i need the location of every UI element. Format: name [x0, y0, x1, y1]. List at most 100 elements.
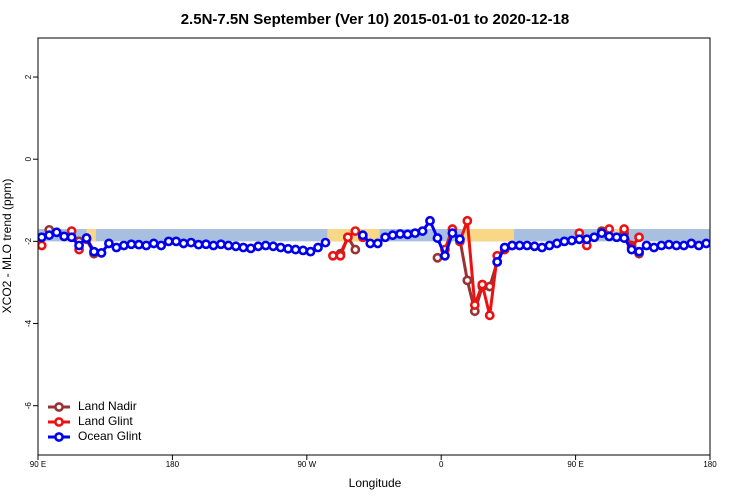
point [656, 240, 667, 251]
point [507, 240, 518, 251]
point [44, 230, 55, 241]
y-axis-label: XCO2 - MLO trend (ppm) [0, 179, 14, 314]
point [320, 237, 331, 248]
point [626, 244, 637, 255]
point [133, 239, 144, 250]
point [432, 233, 443, 243]
point [432, 252, 443, 263]
point [686, 238, 697, 249]
point [350, 244, 361, 255]
point [469, 300, 480, 310]
point [559, 236, 570, 247]
point [604, 231, 615, 242]
legend-marker [54, 402, 64, 412]
plot [38, 215, 710, 321]
point [440, 250, 450, 261]
point [678, 240, 689, 251]
point [462, 215, 473, 226]
point [298, 245, 308, 256]
point [216, 239, 226, 250]
point [634, 246, 644, 257]
point [238, 242, 249, 253]
point [290, 244, 301, 255]
point [186, 237, 196, 248]
point [395, 229, 406, 239]
point [649, 242, 659, 253]
point [66, 232, 77, 243]
point [126, 239, 137, 250]
point [89, 246, 99, 257]
y-tick-label: -6 [24, 402, 33, 410]
point [462, 275, 473, 286]
point [328, 250, 338, 261]
point [208, 240, 219, 251]
point [313, 242, 323, 253]
point [38, 240, 47, 251]
point [492, 257, 503, 267]
point [477, 279, 488, 290]
point [275, 242, 286, 253]
point [664, 239, 674, 250]
point [305, 246, 316, 257]
point [59, 231, 70, 242]
point [671, 240, 682, 251]
point [574, 234, 585, 245]
x-tick-label: 90 E [30, 460, 46, 469]
point [380, 232, 391, 243]
point [171, 236, 182, 247]
point [193, 239, 204, 250]
point [544, 240, 555, 251]
x-tick-label: 90 E [567, 460, 583, 469]
plot-border [37, 37, 711, 456]
point [581, 234, 592, 245]
legend-marker [54, 432, 64, 442]
point [141, 240, 152, 251]
point [335, 250, 346, 261]
point [589, 232, 600, 243]
point [230, 241, 241, 252]
point [365, 238, 376, 249]
point [596, 228, 607, 239]
point [201, 239, 211, 250]
legend-label: Ocean Glint [78, 429, 142, 443]
point [619, 224, 630, 234]
point [611, 232, 622, 243]
point [522, 240, 532, 251]
x-tick-label: 90 W [297, 460, 316, 469]
point [38, 232, 47, 243]
x-axis-label: Longitude [349, 476, 402, 490]
point [484, 310, 495, 321]
x-tick-label: 180 [166, 460, 180, 469]
point [701, 238, 710, 249]
band [86, 229, 96, 242]
point [260, 240, 271, 251]
point [81, 233, 92, 243]
point [51, 227, 62, 238]
legend-label: Land Nadir [78, 399, 137, 413]
x-tick-label: 180 [703, 460, 717, 469]
point [74, 240, 84, 251]
point [425, 215, 435, 226]
point [499, 242, 510, 253]
point [148, 238, 159, 249]
x-tick-label: 0 [439, 460, 444, 469]
point [342, 232, 353, 243]
point [410, 228, 420, 239]
point [514, 240, 525, 251]
point [156, 240, 167, 251]
point [96, 247, 107, 258]
point [283, 243, 294, 254]
point [634, 232, 644, 243]
point [350, 226, 361, 236]
point [357, 230, 368, 241]
point [417, 226, 428, 236]
y-tick-label: 0 [24, 156, 33, 161]
y-tick-label: 2 [24, 74, 33, 79]
chart-title: 2.5N-7.5N September (Ver 10) 2015-01-01 … [181, 11, 570, 28]
point [178, 238, 189, 249]
point [104, 238, 114, 249]
point [253, 241, 264, 252]
point [268, 241, 279, 252]
point [387, 230, 398, 241]
